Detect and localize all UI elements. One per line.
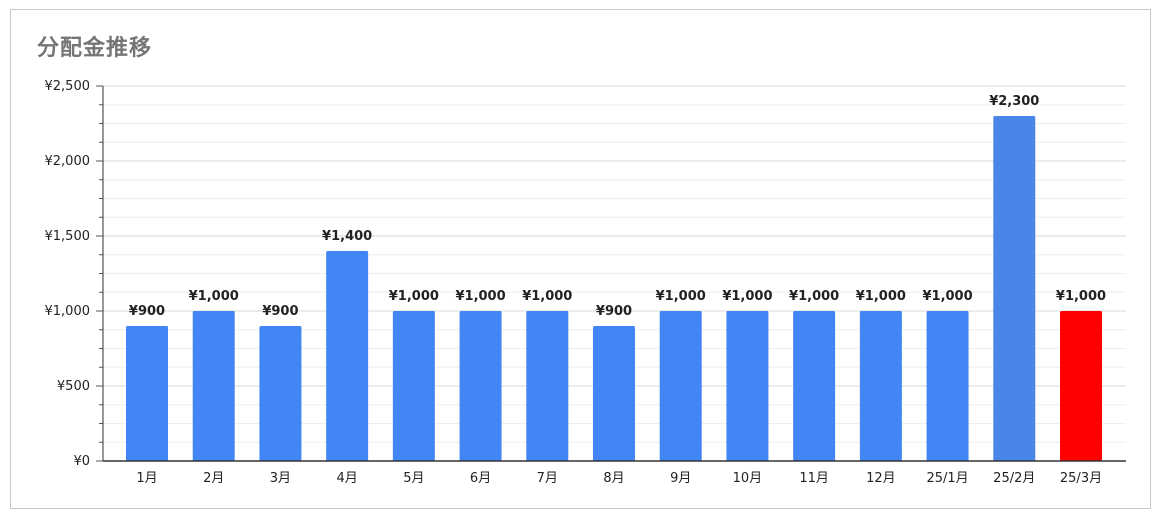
data-label: ¥1,400 (322, 229, 372, 244)
x-tick-label: 6月 (470, 471, 491, 486)
data-label: ¥1,000 (722, 289, 772, 304)
y-tick-label: ¥2,000 (45, 154, 91, 169)
data-label: ¥1,000 (856, 289, 906, 304)
bar (859, 311, 902, 461)
y-tick-label: ¥500 (57, 379, 90, 394)
bar (993, 116, 1036, 461)
x-tick-label: 3月 (270, 471, 291, 486)
bar (659, 311, 702, 461)
x-tick-label: 5月 (403, 471, 424, 486)
data-label: ¥1,000 (189, 289, 239, 304)
bar (126, 326, 168, 461)
data-label: ¥900 (596, 304, 632, 319)
data-label: ¥1,000 (389, 289, 439, 304)
y-tick-label: ¥0 (73, 454, 90, 469)
x-tick-label: 25/2月 (993, 471, 1035, 486)
bar (593, 326, 635, 461)
y-tick-label: ¥1,000 (45, 304, 91, 319)
bar (326, 251, 369, 461)
bar (793, 311, 836, 461)
x-axis: 1月 2月 3月 4月 5月 6月 7月 8月 9月 10月 11月 12月 25/1月 25/2月 25/… (103, 460, 1126, 486)
bar (459, 311, 502, 461)
data-label: ¥900 (262, 304, 298, 319)
x-tick-label: 2月 (203, 471, 224, 486)
x-tick-label: 9月 (670, 471, 691, 486)
data-label: ¥1,000 (789, 289, 839, 304)
bar (1060, 311, 1102, 461)
bar (192, 311, 235, 461)
y-tick-label: ¥2,500 (45, 79, 91, 94)
x-tick-label: 25/3月 (1060, 471, 1102, 486)
bar (526, 311, 569, 461)
bars (126, 116, 1102, 461)
chart-title: 分配金推移 (37, 36, 153, 61)
x-tick-label: 1月 (136, 471, 157, 486)
x-tick-label: 11月 (799, 471, 829, 486)
x-tick-label: 8月 (603, 471, 624, 486)
x-tick-label: 4月 (337, 471, 358, 486)
data-labels: ¥900 ¥1,000 ¥900 ¥1,400 ¥1,000 ¥1,000 ¥1,000 ¥9… (129, 94, 1106, 319)
y-axis: ¥0 ¥500 ¥1,000 ¥1,500 ¥2,000 ¥2,500 (45, 79, 104, 469)
data-label: ¥1,000 (922, 289, 972, 304)
data-label: ¥2,300 (989, 94, 1039, 109)
y-tick-label: ¥1,500 (45, 229, 91, 244)
bar (726, 311, 769, 461)
bar (926, 311, 969, 461)
data-label: ¥1,000 (656, 289, 706, 304)
x-tick-label: 7月 (537, 471, 558, 486)
x-tick-label: 10月 (733, 471, 763, 486)
x-tick-label: 25/1月 (926, 471, 968, 486)
bar (392, 311, 435, 461)
bar (259, 326, 302, 461)
data-label: ¥900 (129, 304, 165, 319)
data-label: ¥1,000 (522, 289, 572, 304)
data-label: ¥1,000 (455, 289, 505, 304)
data-label: ¥1,000 (1056, 289, 1106, 304)
x-tick-label: 12月 (866, 471, 896, 486)
